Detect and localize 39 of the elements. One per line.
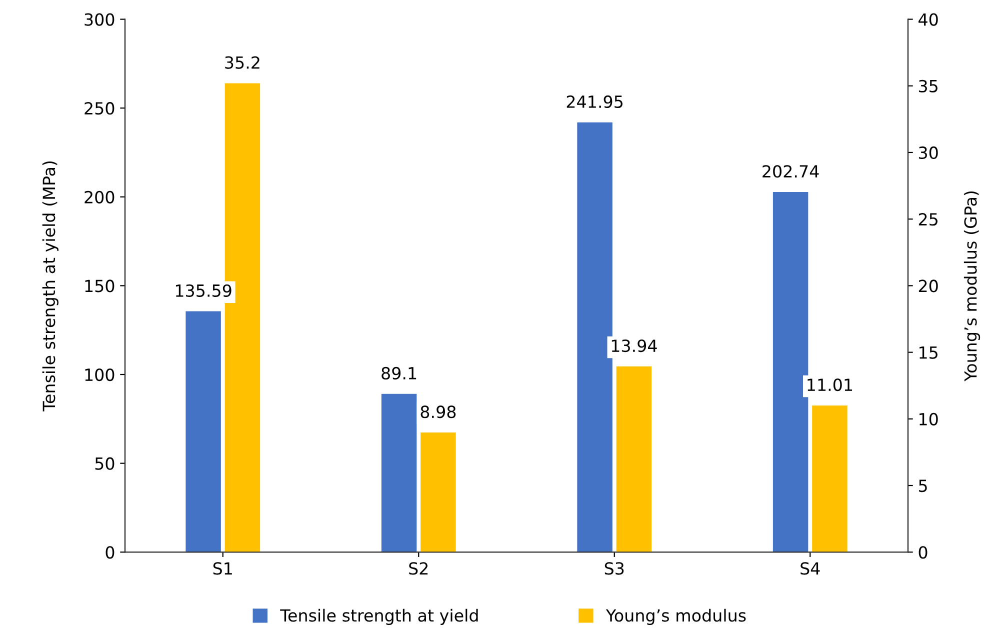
y2-tick-label: 0 bbox=[918, 546, 928, 559]
y2-tick-label: 35 bbox=[918, 80, 938, 92]
data-label: 202.74 bbox=[762, 165, 819, 178]
bar bbox=[616, 366, 652, 552]
y2-tick-label: 5 bbox=[919, 480, 927, 492]
y-tick-label: 150 bbox=[85, 280, 114, 292]
y2-tick-label: 25 bbox=[918, 213, 938, 226]
y2-tick-label: 10 bbox=[920, 412, 938, 426]
y2-tick-label: 20 bbox=[918, 280, 938, 292]
y2-tick-label: 30 bbox=[918, 146, 938, 160]
y2-tick-label: 15 bbox=[920, 346, 938, 359]
y2-tick-label: 40 bbox=[918, 13, 938, 26]
x-tick-label: S2 bbox=[409, 562, 428, 575]
data-label: 135.59 bbox=[176, 284, 232, 297]
y-tick-label: 100 bbox=[85, 368, 114, 382]
legend-label: Tensile strength at yield bbox=[280, 608, 478, 625]
bar bbox=[577, 122, 612, 552]
data-label: 13.94 bbox=[612, 339, 657, 352]
x-tick-label: S4 bbox=[800, 562, 820, 575]
bar bbox=[381, 394, 417, 552]
legend-label: Young’s modulus bbox=[606, 608, 746, 625]
y-axis-title: Tensile strength at yield (MPa) bbox=[42, 161, 58, 412]
data-label: 11.01 bbox=[808, 378, 852, 392]
data-label: 89.1 bbox=[382, 366, 416, 380]
y-tick-label: 0 bbox=[106, 546, 114, 559]
data-label: 35.2 bbox=[225, 56, 260, 69]
bar bbox=[420, 432, 456, 552]
x-tick-label: S1 bbox=[213, 562, 232, 575]
bar bbox=[772, 192, 808, 552]
x-tick-label: S3 bbox=[604, 562, 624, 575]
y-tick-label: 300 bbox=[84, 13, 114, 26]
bar bbox=[812, 405, 848, 552]
y-tick-label: 50 bbox=[95, 457, 114, 470]
bar bbox=[186, 311, 221, 552]
y-tick-label: 250 bbox=[84, 102, 114, 115]
data-label: 8.98 bbox=[420, 406, 456, 418]
data-label: 241.95 bbox=[566, 95, 623, 108]
y-tick-label: 200 bbox=[84, 190, 114, 204]
y2-axis-title: Young’s modulus (GPa) bbox=[964, 191, 980, 382]
